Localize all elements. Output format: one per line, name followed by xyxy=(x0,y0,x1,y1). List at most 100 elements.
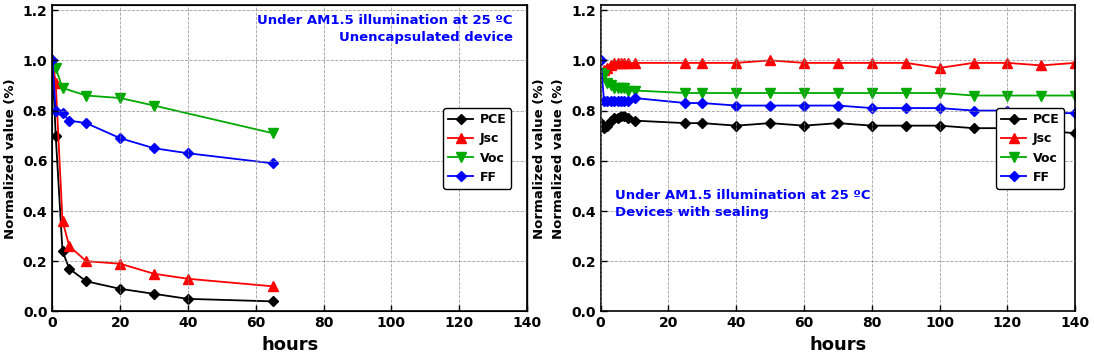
Jsc xyxy=(967,61,980,65)
FF xyxy=(1069,111,1082,115)
FF xyxy=(621,98,635,103)
FF xyxy=(798,103,811,108)
FF xyxy=(604,98,617,103)
X-axis label: hours: hours xyxy=(810,336,866,354)
Voc xyxy=(1069,93,1082,98)
FF xyxy=(679,101,693,105)
FF xyxy=(615,98,628,103)
Voc xyxy=(266,131,279,135)
FF xyxy=(49,108,62,113)
FF xyxy=(46,58,59,63)
Text: Under AM1.5 illumination at 25 ºC
Unencapsulated device: Under AM1.5 illumination at 25 ºC Unenca… xyxy=(257,14,513,44)
Voc xyxy=(730,91,743,95)
Line: PCE: PCE xyxy=(49,57,276,305)
Jsc xyxy=(933,66,946,70)
Jsc xyxy=(618,61,631,65)
Line: PCE: PCE xyxy=(597,112,1079,137)
Voc xyxy=(607,86,620,90)
FF xyxy=(612,98,625,103)
FF xyxy=(628,96,641,100)
Jsc xyxy=(1035,63,1048,68)
Y-axis label: Normalized value (%): Normalized value (%) xyxy=(4,78,18,238)
Jsc xyxy=(865,61,878,65)
Jsc xyxy=(696,61,709,65)
Voc xyxy=(46,66,59,70)
Jsc xyxy=(114,262,127,266)
Jsc xyxy=(730,61,743,65)
PCE xyxy=(628,118,641,123)
PCE xyxy=(607,116,620,120)
PCE xyxy=(621,116,635,120)
PCE xyxy=(49,134,62,138)
PCE xyxy=(933,124,946,128)
Legend: PCE, Jsc, Voc, FF: PCE, Jsc, Voc, FF xyxy=(997,108,1064,189)
Jsc xyxy=(594,71,607,75)
X-axis label: hours: hours xyxy=(261,336,318,354)
PCE xyxy=(604,118,617,123)
Jsc xyxy=(621,61,635,65)
Voc xyxy=(56,86,69,90)
Line: Jsc: Jsc xyxy=(47,55,278,291)
Jsc xyxy=(1069,61,1082,65)
PCE xyxy=(148,292,161,296)
Voc xyxy=(80,93,93,98)
Voc xyxy=(594,71,607,75)
FF xyxy=(62,118,75,123)
Voc xyxy=(618,86,631,90)
Line: FF: FF xyxy=(597,57,1079,117)
Jsc xyxy=(615,61,628,65)
Jsc xyxy=(182,277,195,281)
Jsc xyxy=(764,58,777,63)
Voc xyxy=(899,91,912,95)
PCE xyxy=(1069,131,1082,135)
Jsc xyxy=(679,61,693,65)
FF xyxy=(696,101,709,105)
Voc xyxy=(967,93,980,98)
Jsc xyxy=(798,61,811,65)
Line: Voc: Voc xyxy=(47,63,278,138)
PCE xyxy=(62,267,75,271)
Jsc xyxy=(899,61,912,65)
Voc xyxy=(615,86,628,90)
Text: Under AM1.5 illumination at 25 ºC
Devices with sealing: Under AM1.5 illumination at 25 ºC Device… xyxy=(615,189,871,219)
FF xyxy=(56,111,69,115)
FF xyxy=(967,108,980,113)
Voc xyxy=(679,91,693,95)
FF xyxy=(1001,108,1014,113)
Voc xyxy=(612,86,625,90)
Jsc xyxy=(49,81,62,85)
PCE xyxy=(899,124,912,128)
Line: Jsc: Jsc xyxy=(596,55,1080,78)
Voc xyxy=(764,91,777,95)
Voc xyxy=(604,83,617,88)
Jsc xyxy=(46,58,59,63)
FF xyxy=(597,98,610,103)
Jsc xyxy=(601,66,614,70)
PCE xyxy=(1001,126,1014,130)
PCE xyxy=(56,249,69,253)
FF xyxy=(114,136,127,140)
FF xyxy=(601,98,614,103)
PCE xyxy=(865,124,878,128)
Jsc xyxy=(831,61,845,65)
PCE xyxy=(764,121,777,125)
Jsc xyxy=(604,63,617,68)
Voc xyxy=(933,91,946,95)
FF xyxy=(80,121,93,125)
FF xyxy=(148,146,161,150)
FF xyxy=(730,103,743,108)
Jsc xyxy=(62,244,75,248)
FF xyxy=(831,103,845,108)
PCE xyxy=(601,124,614,128)
Voc xyxy=(148,103,161,108)
Voc xyxy=(831,91,845,95)
Y-axis label: Normalized value (%): Normalized value (%) xyxy=(552,78,566,238)
Jsc xyxy=(612,61,625,65)
PCE xyxy=(1035,129,1048,133)
Jsc xyxy=(148,272,161,276)
Voc xyxy=(621,88,635,93)
FF xyxy=(764,103,777,108)
PCE xyxy=(831,121,845,125)
PCE xyxy=(696,121,709,125)
Voc xyxy=(798,91,811,95)
